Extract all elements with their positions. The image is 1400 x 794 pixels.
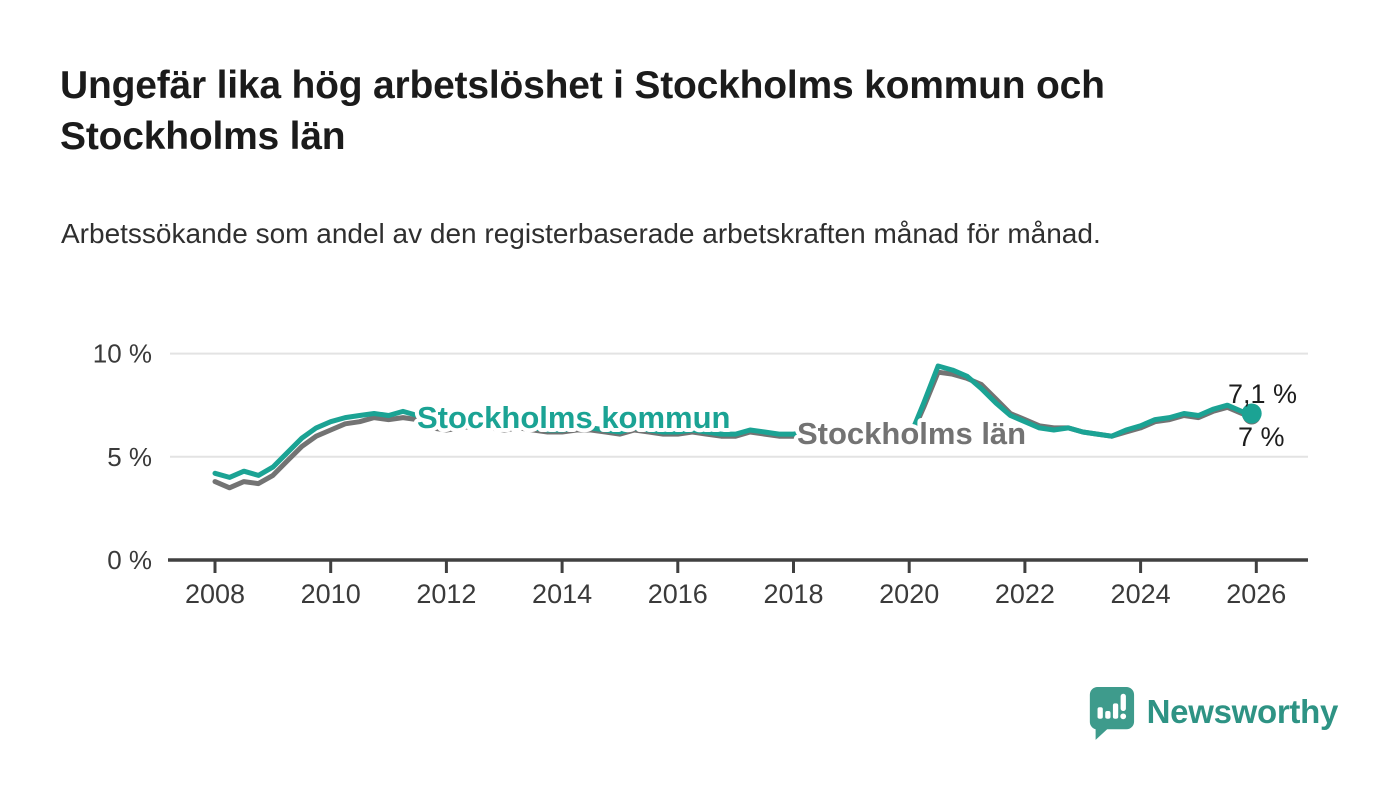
newsworthy-wordmark: Newsworthy [1146, 693, 1339, 730]
x-tick-label-2020: 2020 [879, 579, 939, 609]
page-title: Ungefär lika hög arbetslöshet i Stockhol… [60, 64, 1105, 159]
x-tick-label-2012: 2012 [416, 579, 476, 609]
bar-2 [1104, 711, 1111, 719]
bar-1 [1097, 707, 1103, 719]
newsworthy-logo: Newsworthy [1086, 684, 1338, 740]
series-line-stockholms-kommun [212, 363, 1255, 480]
end-value-label-stockholms-kommun: 7,1 % [1228, 379, 1297, 409]
y-tick-label-10: 10 % [93, 339, 152, 369]
x-tick-label-2024: 2024 [1111, 579, 1171, 609]
page-subtitle: Arbetssökande som andel av den registerb… [61, 218, 1101, 249]
y-tick-label-0: 0 % [107, 545, 152, 575]
series-label-stockholms-lan: Stockholms län [797, 416, 1026, 451]
series-label-stockholms-kommun: Stockholms kommun [417, 400, 731, 435]
x-tick-label-2014: 2014 [532, 579, 592, 609]
x-tick-label-2010: 2010 [301, 579, 361, 609]
unemployment-line-chart: 2008 2010 2012 2014 2016 2018 2020 2022 2024 2026… [93, 339, 1308, 609]
series-line-stockholms-lan [212, 369, 1255, 491]
y-tick-label-5: 5 % [107, 442, 152, 472]
exclamation-dot [1119, 713, 1126, 720]
newsworthy-bubble-bar-chart-icon [1089, 687, 1134, 740]
x-tick-label-2022: 2022 [995, 579, 1055, 609]
x-tick-label-2016: 2016 [648, 579, 708, 609]
x-tick-label-2018: 2018 [763, 579, 823, 609]
exclamation-bar [1120, 693, 1126, 712]
x-tick-label-2008: 2008 [185, 579, 245, 609]
x-tick-label-2026: 2026 [1226, 579, 1286, 609]
end-value-label-stockholms-lan: 7 % [1238, 422, 1285, 452]
speech-bubble-shape [1089, 687, 1134, 740]
bar-3 [1112, 703, 1118, 719]
end-dot-stockholms-kommun [1241, 403, 1262, 424]
